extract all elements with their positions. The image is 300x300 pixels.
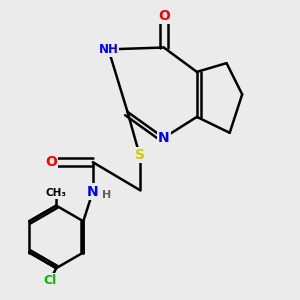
Text: CH₃: CH₃ [46,188,67,198]
Text: Cl: Cl [44,274,57,287]
Text: O: O [45,155,57,169]
Text: N: N [87,184,99,199]
Text: N: N [158,131,170,145]
Text: O: O [158,9,170,23]
Text: S: S [135,148,145,162]
Text: H: H [102,190,112,200]
Text: NH: NH [98,43,118,56]
